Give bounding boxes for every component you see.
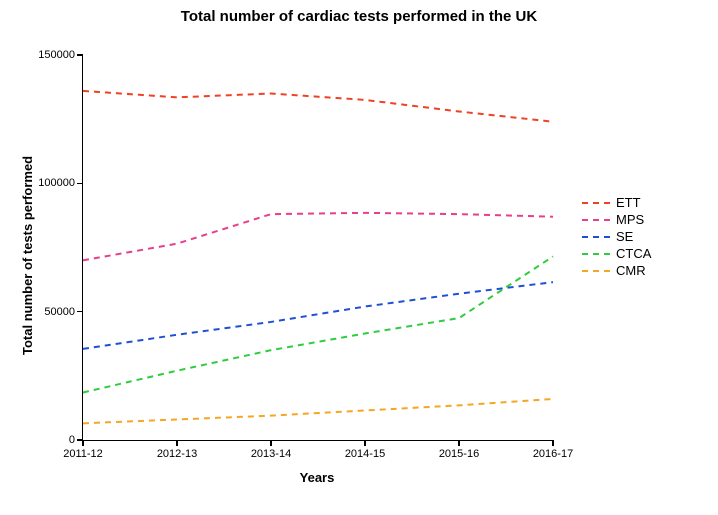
x-tick-label: 2014-15: [345, 440, 385, 460]
series-ETT: [83, 91, 553, 122]
legend-label: MPS: [616, 212, 644, 227]
legend-label: ETT: [616, 195, 641, 210]
plot-area: 0500001000001500002011-122012-132013-142…: [82, 55, 553, 441]
x-tick-label: 2013-14: [251, 440, 291, 460]
legend-label: CMR: [616, 263, 646, 278]
x-tick-label: 2015-16: [439, 440, 479, 460]
legend-item-ETT: ETT: [582, 195, 651, 210]
legend-item-CMR: CMR: [582, 263, 651, 278]
series-MPS: [83, 213, 553, 260]
series-CMR: [83, 399, 553, 423]
y-tick-label: 100000: [38, 177, 83, 189]
y-tick-label: 50000: [44, 306, 83, 318]
x-tick-label: 2012-13: [157, 440, 197, 460]
legend-swatch: [582, 236, 610, 238]
legend-label: SE: [616, 229, 633, 244]
y-axis-label: Total number of tests performed: [20, 156, 35, 355]
legend-swatch: [582, 270, 610, 272]
legend-item-SE: SE: [582, 229, 651, 244]
series-CTCA: [83, 256, 553, 392]
legend-item-MPS: MPS: [582, 212, 651, 227]
legend-swatch: [582, 253, 610, 255]
legend-swatch: [582, 219, 610, 221]
legend-swatch: [582, 202, 610, 204]
chart-title: Total number of cardiac tests performed …: [0, 8, 718, 25]
legend-item-CTCA: CTCA: [582, 246, 651, 261]
x-tick-label: 2011-12: [63, 440, 103, 460]
legend: ETT MPS SE CTCA CMR: [582, 195, 651, 280]
series-SE: [83, 282, 553, 349]
y-tick-label: 150000: [38, 49, 83, 61]
chart-container: Total number of cardiac tests performed …: [0, 0, 718, 515]
x-axis-label: Years: [82, 470, 552, 485]
chart-lines: [83, 55, 553, 440]
legend-label: CTCA: [616, 246, 651, 261]
x-tick-label: 2016-17: [533, 440, 573, 460]
